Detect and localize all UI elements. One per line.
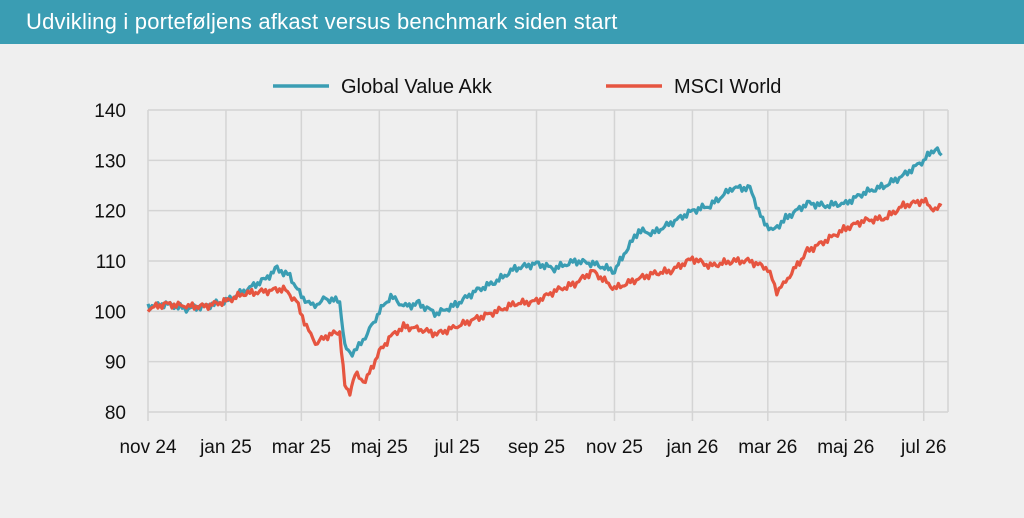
x-tick-label: mar 26 xyxy=(738,437,797,458)
x-tick-label: mar 25 xyxy=(272,437,331,458)
y-tick-label: 120 xyxy=(94,202,126,223)
y-tick-label: 100 xyxy=(94,302,126,323)
x-tick-label: sep 25 xyxy=(508,437,565,458)
x-axis: nov 24 jan 25 mar 25 maj 25 jul 25 sep 25 nov … xyxy=(119,437,946,458)
x-tick-label: jan 25 xyxy=(199,437,252,458)
x-tick-label: maj 26 xyxy=(817,437,874,458)
x-tick-label: nov 24 xyxy=(119,437,176,458)
x-tick-label: jan 26 xyxy=(666,437,719,458)
legend-label: MSCI World xyxy=(674,76,781,98)
series-line-1 xyxy=(146,196,943,397)
x-tick-label: maj 25 xyxy=(351,437,408,458)
legend: Global Value Akk MSCI World xyxy=(273,76,781,98)
y-tick-label: 90 xyxy=(105,353,126,374)
y-tick-label: 110 xyxy=(96,252,126,273)
y-tick-label: 140 xyxy=(94,101,126,122)
series-lines xyxy=(146,146,943,397)
legend-label: Global Value Akk xyxy=(341,76,493,98)
series-line-0 xyxy=(146,146,943,358)
chart-header: Udvikling i porteføljens afkast versus b… xyxy=(0,0,1024,44)
x-tick-label: jul 26 xyxy=(900,437,946,458)
line-chart: 80 90 100 110 120 130 140 nov 24 jan 25 mar 25 ma… xyxy=(94,76,949,458)
x-tick-label: nov 25 xyxy=(586,437,643,458)
y-tick-label: 80 xyxy=(105,403,126,424)
y-axis: 80 90 100 110 120 130 140 xyxy=(94,101,126,424)
y-tick-label: 130 xyxy=(94,151,126,172)
chart-title: Udvikling i porteføljens afkast versus b… xyxy=(26,9,618,34)
grid-lines xyxy=(147,109,949,421)
x-tick-label: jul 25 xyxy=(434,437,480,458)
